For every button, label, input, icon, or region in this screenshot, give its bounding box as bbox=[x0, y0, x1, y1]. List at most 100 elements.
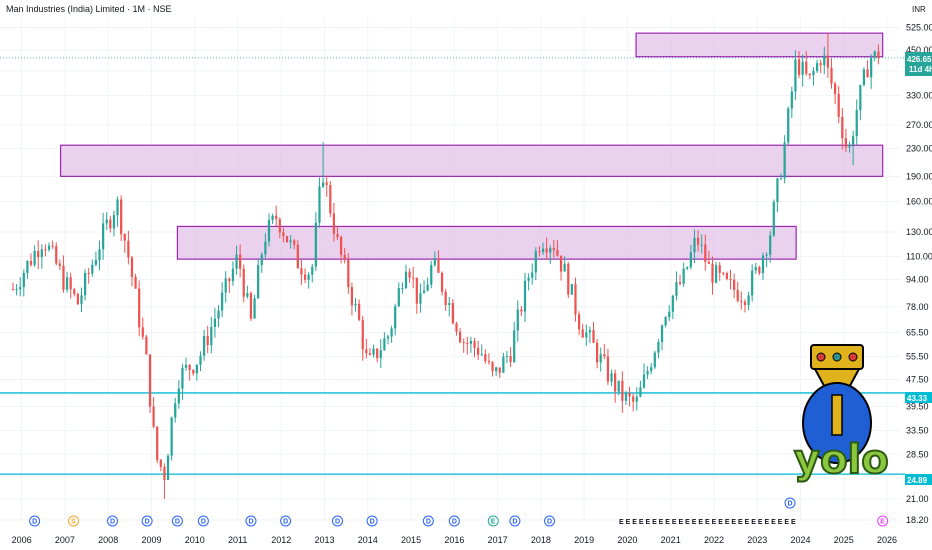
candle-body bbox=[585, 332, 588, 338]
candle-body bbox=[458, 331, 462, 343]
candle-body bbox=[635, 396, 638, 402]
candle-body bbox=[595, 342, 599, 363]
x-tick-label: 2022 bbox=[704, 535, 724, 545]
candle-body bbox=[614, 373, 617, 392]
candle-body bbox=[47, 245, 51, 250]
x-tick-label: 2008 bbox=[98, 535, 118, 545]
resistance-zone-1 bbox=[635, 32, 884, 58]
candle-body bbox=[368, 353, 372, 355]
candle-body bbox=[321, 182, 325, 187]
candle-body bbox=[751, 270, 754, 296]
candle-body bbox=[112, 215, 116, 229]
x-tick-label: 2024 bbox=[790, 535, 810, 545]
x-tick-label: 2007 bbox=[55, 535, 75, 545]
candle-body bbox=[181, 367, 184, 389]
candle-body bbox=[599, 354, 602, 363]
candle-body bbox=[527, 277, 530, 281]
candle-body bbox=[390, 328, 393, 337]
candle-body bbox=[217, 310, 220, 319]
candle-body bbox=[686, 267, 689, 269]
resistance-zones bbox=[59, 32, 884, 260]
candle-body bbox=[300, 268, 303, 275]
candle-body bbox=[76, 293, 80, 305]
y-tick-label: 110.00 bbox=[906, 251, 932, 261]
candle-body bbox=[412, 277, 415, 279]
candle-body bbox=[329, 185, 332, 214]
candle-body bbox=[415, 277, 418, 304]
candle-body bbox=[505, 356, 509, 358]
x-tick-label: 2019 bbox=[574, 535, 594, 545]
candle-body bbox=[693, 237, 696, 253]
candle-body bbox=[383, 338, 386, 351]
candle-body bbox=[206, 335, 209, 346]
event-marker-icon bbox=[509, 515, 521, 527]
candle-body bbox=[264, 241, 267, 255]
event-marker-icon bbox=[29, 515, 41, 527]
x-tick-label: 2021 bbox=[661, 535, 681, 545]
grid bbox=[0, 18, 900, 521]
candle-body bbox=[581, 329, 584, 338]
y-tick-label: 270.00 bbox=[906, 120, 932, 130]
candle-body bbox=[358, 303, 361, 321]
candle-body bbox=[650, 367, 653, 372]
candle-body bbox=[83, 273, 87, 296]
x-tick-label: 2011 bbox=[228, 535, 247, 545]
event-marker-label: D bbox=[145, 519, 150, 526]
candle-body bbox=[332, 213, 336, 235]
candle-body bbox=[440, 272, 444, 292]
candle-body bbox=[102, 223, 105, 250]
candle-body bbox=[73, 289, 76, 294]
resistance-zone-2 bbox=[59, 144, 884, 177]
event-marker-icon bbox=[784, 497, 796, 509]
candle-body bbox=[242, 268, 245, 297]
candle-body bbox=[826, 55, 830, 68]
x-tick-label: 2018 bbox=[531, 535, 551, 545]
candle-body bbox=[15, 289, 18, 291]
candle-body bbox=[523, 280, 527, 312]
event-marker-icon bbox=[877, 515, 889, 527]
candle-body bbox=[495, 367, 498, 372]
candle-body bbox=[779, 178, 783, 180]
event-marker-icon bbox=[245, 515, 257, 527]
candle-body bbox=[199, 355, 202, 365]
y-tick-label: 160.00 bbox=[906, 197, 932, 207]
candle-body bbox=[419, 293, 422, 304]
candle-body bbox=[354, 303, 357, 306]
x-tick-label: 2016 bbox=[444, 535, 464, 545]
candle-body bbox=[866, 69, 869, 78]
candle-body bbox=[123, 234, 126, 241]
candle-body bbox=[444, 291, 447, 305]
candle-body bbox=[148, 354, 152, 407]
last-price-badge: 426.65 11d 4h bbox=[905, 52, 932, 76]
candle-body bbox=[224, 278, 227, 293]
candle-body bbox=[339, 237, 343, 255]
earnings-cluster: E E E E E E E E E E E E E E E E E E E E … bbox=[619, 519, 796, 526]
candle-body bbox=[783, 142, 786, 179]
candle-body bbox=[257, 265, 260, 299]
candle-body bbox=[541, 248, 545, 253]
candle-body bbox=[841, 116, 844, 139]
y-tick-label: 65.50 bbox=[906, 327, 929, 337]
candle-body bbox=[336, 234, 339, 238]
candle-body bbox=[873, 51, 876, 58]
candle-body bbox=[538, 251, 541, 253]
candle-body bbox=[765, 254, 768, 256]
candle-body bbox=[451, 303, 455, 324]
candle-body bbox=[714, 265, 718, 283]
candle-body bbox=[801, 61, 804, 75]
candle-body bbox=[725, 273, 729, 279]
y-tick-label: 21.00 bbox=[906, 494, 929, 504]
event-marker-icon bbox=[487, 515, 499, 527]
candle-body bbox=[170, 417, 173, 456]
candle-body bbox=[812, 71, 815, 76]
candle-body bbox=[671, 295, 674, 312]
candle-body bbox=[87, 273, 90, 275]
candle-body bbox=[246, 293, 249, 297]
candle-body bbox=[293, 240, 296, 245]
candle-body bbox=[303, 274, 307, 280]
y-tick-label: 130.00 bbox=[906, 227, 932, 237]
candle-body bbox=[675, 282, 678, 296]
candle-body bbox=[870, 57, 873, 78]
